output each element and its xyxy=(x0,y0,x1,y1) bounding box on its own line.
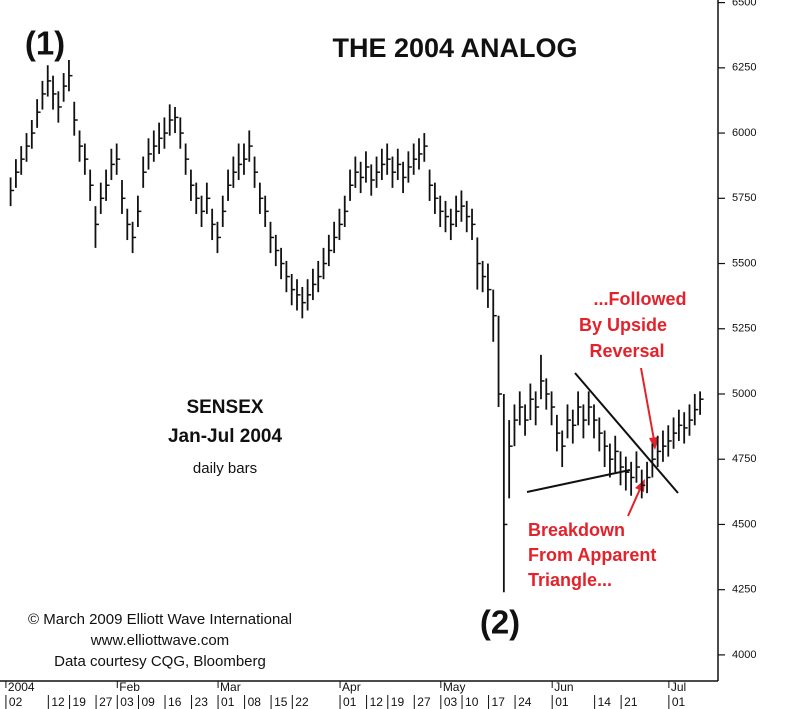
y-tick-label: 4750 xyxy=(732,453,756,465)
x-tick-label: 17 xyxy=(492,695,506,709)
credit: © March 2009 Elliott Wave International xyxy=(28,611,292,628)
annotation: Reversal xyxy=(589,341,664,361)
x-tick-label: 02 xyxy=(9,695,23,709)
x-tick-label: 22 xyxy=(295,695,309,709)
trendline xyxy=(574,372,679,494)
annotation: From Apparent xyxy=(528,545,656,565)
x-tick-label: 03 xyxy=(120,695,134,709)
y-tick-label: 5500 xyxy=(732,257,756,269)
month-label: Jul xyxy=(671,680,686,694)
annotation: ...Followed xyxy=(594,289,687,309)
annotation: By Upside xyxy=(579,315,667,335)
arrow xyxy=(640,367,655,441)
x-tick-label: 14 xyxy=(598,695,612,709)
x-tick-label: 19 xyxy=(73,695,87,709)
month-label: Feb xyxy=(119,680,140,694)
month-label: Mar xyxy=(220,680,241,694)
x-tick-label: 08 xyxy=(248,695,262,709)
month-label: May xyxy=(443,680,466,694)
annotation: Triangle... xyxy=(528,570,612,590)
frequency: daily bars xyxy=(193,460,257,477)
y-tick-label: 6000 xyxy=(732,127,756,139)
y-tick-label: 6250 xyxy=(732,62,756,74)
annotation: Breakdown xyxy=(528,520,625,540)
wave-label: (2) xyxy=(480,604,520,641)
wave-label: (1) xyxy=(25,25,65,62)
credit: Data courtesy CQG, Bloomberg xyxy=(54,653,266,670)
x-tick-label: 01 xyxy=(221,695,235,709)
x-tick-label: 24 xyxy=(518,695,532,709)
month-label: Jun xyxy=(554,680,573,694)
x-tick-label: 27 xyxy=(99,695,113,709)
x-tick-label: 23 xyxy=(195,695,209,709)
y-tick-label: 5250 xyxy=(732,323,756,335)
arrow-head xyxy=(649,437,659,450)
x-tick-label: 27 xyxy=(417,695,431,709)
chart-title: THE 2004 ANALOG xyxy=(332,33,577,63)
y-tick-label: 4500 xyxy=(732,518,756,530)
y-tick-label: 5750 xyxy=(732,192,756,204)
x-tick-label: 21 xyxy=(624,695,638,709)
x-tick-label: 15 xyxy=(274,695,288,709)
x-tick-label: 16 xyxy=(168,695,182,709)
period: Jan-Jul 2004 xyxy=(168,426,282,447)
y-tick-label: 4250 xyxy=(732,584,756,596)
x-tick-label: 10 xyxy=(465,695,479,709)
arrow xyxy=(627,488,641,517)
y-tick-label: 4000 xyxy=(732,649,756,661)
x-tick-label: 01 xyxy=(343,695,357,709)
series-name: SENSEX xyxy=(186,397,263,418)
x-tick-label: 01 xyxy=(672,695,686,709)
x-tick-label: 12 xyxy=(370,695,384,709)
x-tick-label: 01 xyxy=(555,695,569,709)
y-tick-label: 6500 xyxy=(732,0,756,9)
credit: www.elliottwave.com xyxy=(90,632,229,649)
y-tick-label: 5000 xyxy=(732,388,756,400)
x-tick-label: 03 xyxy=(444,695,458,709)
x-tick-label: 19 xyxy=(391,695,405,709)
x-tick-label: 09 xyxy=(142,695,156,709)
month-label: 2004 xyxy=(8,680,35,694)
trendline xyxy=(526,469,631,493)
x-tick-label: 12 xyxy=(51,695,65,709)
month-label: Apr xyxy=(342,680,361,694)
